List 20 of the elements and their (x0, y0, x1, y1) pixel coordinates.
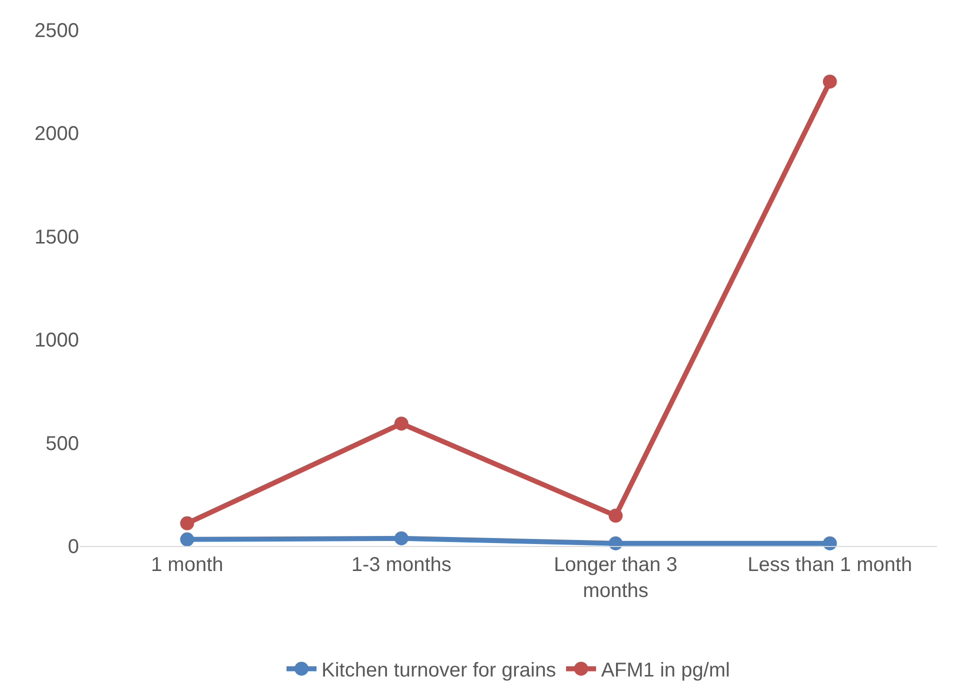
y-tick-label: 0 (68, 536, 79, 558)
y-tick-label: 2500 (34, 20, 79, 42)
x-tick-label: 1-3 months (351, 554, 452, 576)
point (822, 536, 837, 550)
y-tick-label: 2000 (34, 123, 79, 146)
legend-label: Kitchen turnover for grains (322, 660, 556, 682)
x-tick-label: Less than 1 month (748, 554, 912, 576)
point (394, 531, 408, 546)
y-tick-label: 500 (46, 432, 79, 455)
point (394, 416, 408, 431)
point (180, 516, 194, 530)
point (608, 536, 623, 550)
legend-label: AFM1 in pg/ml (601, 660, 730, 682)
point (180, 532, 194, 546)
point (822, 74, 837, 89)
x-tick-label: 1 month (150, 554, 224, 576)
x-tick-label: Longer than 3 months (554, 554, 678, 602)
point (608, 508, 623, 523)
y-tick-label: 1000 (34, 330, 79, 352)
y-tick-label: 1500 (34, 226, 79, 248)
